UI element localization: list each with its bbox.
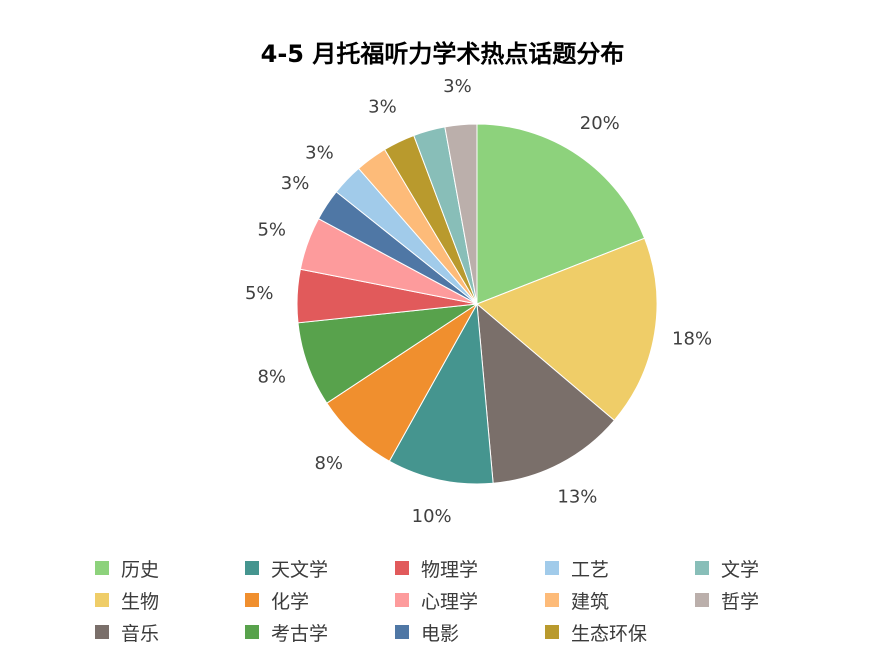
- data-label-7: 5%: [257, 219, 286, 240]
- legend-label: 心理学: [421, 590, 479, 613]
- legend-label: 化学: [271, 590, 310, 613]
- legend-swatch: [95, 593, 109, 607]
- data-label-1: 18%: [672, 329, 712, 350]
- legend-label: 生态环保: [571, 622, 648, 645]
- legend-swatch: [545, 625, 559, 639]
- legend-swatch: [395, 625, 409, 639]
- legend-swatch: [245, 561, 259, 575]
- legend-swatch: [695, 561, 709, 575]
- legend-item: 哲学: [695, 588, 760, 613]
- legend-label: 生物: [121, 590, 160, 613]
- legend-swatch: [95, 561, 109, 575]
- pie-chart: 20% 18% 13% 10% 8% 8% 5% 5% 3% 3% 3% 3%: [245, 76, 712, 527]
- legend-label: 建筑: [571, 590, 610, 613]
- pie-slice-1: [476, 237, 658, 422]
- chart-title: 4-5 月托福听力学术热点话题分布: [260, 40, 625, 68]
- legend-item: 化学: [245, 588, 310, 613]
- data-label-9: 3%: [305, 142, 334, 163]
- legend-item: 文学: [695, 556, 760, 581]
- legend-swatch: [695, 593, 709, 607]
- legend-label: 工艺: [571, 558, 610, 581]
- data-label-0: 20%: [580, 113, 620, 134]
- data-label-4: 8%: [314, 453, 343, 474]
- legend-item: 心理学: [395, 588, 479, 613]
- legend-label: 物理学: [421, 558, 479, 581]
- pie-slice-3: [388, 302, 494, 485]
- legend-swatch: [245, 593, 259, 607]
- pie-slice-2: [476, 302, 616, 484]
- legend-item: 建筑: [545, 588, 610, 613]
- legend-label: 哲学: [721, 590, 760, 613]
- legend-item: 工艺: [545, 556, 610, 581]
- legend-swatch: [545, 593, 559, 607]
- legend-swatch: [545, 561, 559, 575]
- legend-item: 生物: [95, 588, 160, 613]
- legend-label: 历史: [121, 558, 160, 581]
- legend-item: 物理学: [395, 556, 479, 581]
- data-label-2: 13%: [557, 486, 597, 507]
- legend-swatch: [395, 593, 409, 607]
- legend-label: 音乐: [121, 622, 160, 645]
- pie-slice-0: [476, 123, 646, 305]
- legend-label: 考古学: [271, 622, 329, 645]
- legend-label: 文学: [721, 558, 760, 581]
- pie-slice-13: [444, 123, 478, 305]
- data-label-6: 5%: [245, 283, 274, 304]
- data-label-5: 8%: [257, 367, 286, 388]
- data-label-13: 3%: [443, 76, 472, 97]
- legend-item: 电影: [395, 620, 460, 645]
- data-label-3: 10%: [412, 506, 452, 527]
- data-label-8: 3%: [281, 173, 310, 194]
- legend-swatch: [395, 561, 409, 575]
- legend-item: 历史: [95, 556, 160, 581]
- legend-label: 天文学: [271, 558, 329, 581]
- legend-item: 考古学: [245, 620, 329, 645]
- legend-swatch: [245, 625, 259, 639]
- legend-item: 生态环保: [545, 620, 648, 645]
- legend-item: 天文学: [245, 556, 329, 581]
- legend-item: 音乐: [95, 620, 160, 645]
- data-label-11: 3%: [368, 97, 397, 118]
- legend-label: 电影: [421, 622, 460, 645]
- legend-swatch: [95, 625, 109, 639]
